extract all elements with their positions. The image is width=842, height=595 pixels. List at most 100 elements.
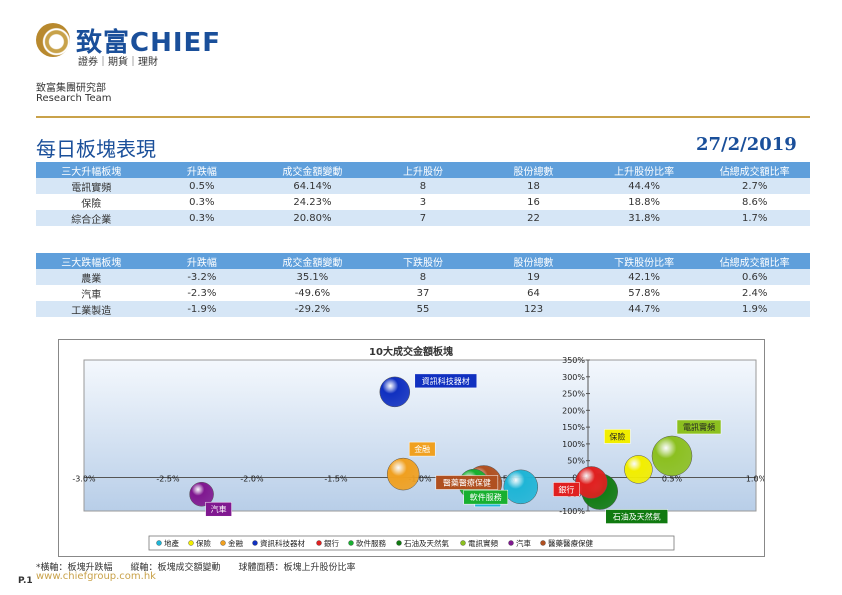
bubble-3 [379, 376, 411, 408]
table-cell: -3.2% [146, 269, 258, 285]
table-cell: 19 [478, 269, 589, 285]
bubble-label: 石油及天然氣 [613, 512, 661, 522]
x-tick-label: -3.0% [72, 474, 96, 483]
legend-label: 石油及天然氣 [404, 538, 449, 548]
legend-marker [460, 540, 466, 546]
table-row: 電訊實頻 0.5% 64.14% 8 18 44.4% 2.7% [36, 178, 810, 194]
table-cell: 64.14% [257, 178, 368, 194]
table-cell: 工業製造 [36, 301, 147, 317]
legend-label: 保險 [196, 538, 211, 548]
table-header-row: 三大升幅板塊 升跌幅 成交金額變動 上升股份 股份總數 上升股份比率 佔總成交額… [36, 162, 810, 178]
table-cell: 1.9% [699, 301, 810, 317]
legend-label: 汽車 [516, 538, 531, 548]
legend-frame [148, 535, 675, 551]
chart-legend: 地產 保險 金融 資訊科技器材 銀行 軟件服務 石油及天然氣 電訊實頻 汽車 醫藥醫療保健 [148, 535, 675, 551]
table-cell: 8 [367, 178, 479, 194]
bubble-label-box [676, 419, 722, 435]
table-cell: -2.3% [146, 285, 258, 301]
column-header: 升跌幅 [146, 162, 258, 178]
column-header: 股份總數 [478, 253, 589, 269]
bubble-label: 汽車 [211, 504, 227, 514]
bubble-label-box [605, 509, 669, 524]
legend-marker [540, 540, 546, 546]
chart-footnote: *橫軸：板塊升跌幅 縱軸：板塊成交額變動 球體面積：板塊上升股份比率 [36, 563, 356, 573]
column-header: 三大跌幅板塊 [36, 253, 147, 269]
bubble-label: 保險 [609, 431, 625, 441]
table-row: 綜合企業 0.3% 20.80% 7 22 31.8% 1.7% [36, 210, 810, 226]
table-cell: -29.2% [257, 301, 368, 317]
x-tick-label: -1.0% [408, 474, 432, 483]
department-name: 致富集團研究部 [36, 83, 106, 94]
header-divider [36, 116, 810, 118]
column-header: 升跌幅 [146, 253, 258, 269]
y-tick-label: 50% [567, 457, 585, 466]
column-header: 下跌股份比率 [588, 253, 700, 269]
table-header-row: 三大跌幅板塊 升跌幅 成交金額變動 下跌股份 股份總數 下跌股份比率 佔總成交額… [36, 253, 810, 269]
legend-label: 銀行 [324, 538, 339, 548]
table-cell: 57.8% [588, 285, 700, 301]
bubble-label: 銀行 [558, 484, 574, 494]
legend-label: 地產 [164, 538, 179, 548]
y-tick-label: 100% [562, 440, 585, 449]
table-cell: 0.3% [146, 210, 258, 226]
column-header: 成交金額變動 [257, 162, 368, 178]
table-cell: 綜合企業 [36, 210, 147, 226]
y-tick-label: -100% [559, 507, 585, 516]
table-row: 工業製造 -1.9% -29.2% 55 123 44.7% 1.9% [36, 301, 810, 317]
table-row: 農業 -3.2% 35.1% 8 19 42.1% 0.6% [36, 269, 810, 285]
bubble-label-box [414, 373, 478, 389]
report-date: 27/2/2019 [696, 134, 797, 155]
legend-label: 資訊科技器材 [260, 538, 305, 548]
table-cell: 37 [367, 285, 479, 301]
table-cell: 44.7% [588, 301, 700, 317]
column-header: 股份總數 [478, 162, 589, 178]
y-tick-label: 300% [562, 373, 585, 382]
y-tick-label: 350% [562, 356, 585, 365]
bubble-label: 金融 [414, 444, 430, 454]
bubble-chart-frame: 10大成交金額板塊 -3.0% -2.5% -2.0% -1.5% -1.0% -0.5%… [58, 339, 767, 557]
y-tick-label: 150% [562, 423, 585, 432]
table-cell: 8.6% [699, 194, 810, 210]
table-row: 汽車 -2.3% -49.6% 37 64 57.8% 2.4% [36, 285, 810, 301]
bubble-7 [651, 435, 693, 477]
brand-tagline: 證券｜期貨｜理財 [78, 57, 158, 68]
table-cell: 18.8% [588, 194, 700, 210]
table-cell: 55 [367, 301, 479, 317]
chart-title: 10大成交金額板塊 [369, 345, 453, 358]
x-tick-label: 0.5% [662, 474, 683, 483]
y-tick-label: 250% [562, 390, 585, 399]
table-cell: 18 [478, 178, 589, 194]
x-tick-label: -2.5% [156, 474, 180, 483]
bubble-0 [503, 469, 539, 505]
bubble-label-box [463, 489, 509, 505]
x-tick-label: -2.0% [240, 474, 264, 483]
x-axis-ticks: -3.0%-2.5%-2.0%-1.5%-1.0%-0.5%0.0%0.5%1.… [72, 474, 766, 483]
table-cell: 42.1% [588, 269, 700, 285]
bubble-label: 軟件服務 [470, 492, 502, 502]
legend-marker [316, 540, 322, 546]
top-fall-sectors-table: 三大跌幅板塊 升跌幅 成交金額變動 下跌股份 股份總數 下跌股份比率 佔總成交額… [36, 253, 810, 317]
table-cell: -49.6% [257, 285, 368, 301]
table-cell: 0.5% [146, 178, 258, 194]
column-header: 上升股份比率 [588, 162, 700, 178]
column-header: 三大升幅板塊 [36, 162, 147, 178]
bubble-label-box [435, 475, 499, 490]
table-cell: 31.8% [588, 210, 700, 226]
legend-marker [348, 540, 354, 546]
website-url[interactable]: www.chiefgroup.com.hk [36, 571, 156, 582]
legend-label: 軟件服務 [356, 538, 386, 548]
bubble-label-box [553, 482, 580, 497]
bubble-label: 電訊實頻 [683, 422, 715, 432]
brand-name: 致富CHIEF [76, 28, 222, 58]
bubble-label-box [604, 429, 631, 444]
page-title: 每日板塊表現 [36, 137, 156, 161]
bubble-label-box [205, 501, 232, 517]
table-cell: 0.6% [699, 269, 810, 285]
bubble-1 [624, 455, 653, 484]
bubble-8 [189, 481, 214, 507]
legend-marker [188, 540, 194, 546]
column-header: 上升股份 [367, 162, 479, 178]
legend-marker [252, 540, 258, 546]
table-cell: 8 [367, 269, 479, 285]
table-cell: 2.7% [699, 178, 810, 194]
